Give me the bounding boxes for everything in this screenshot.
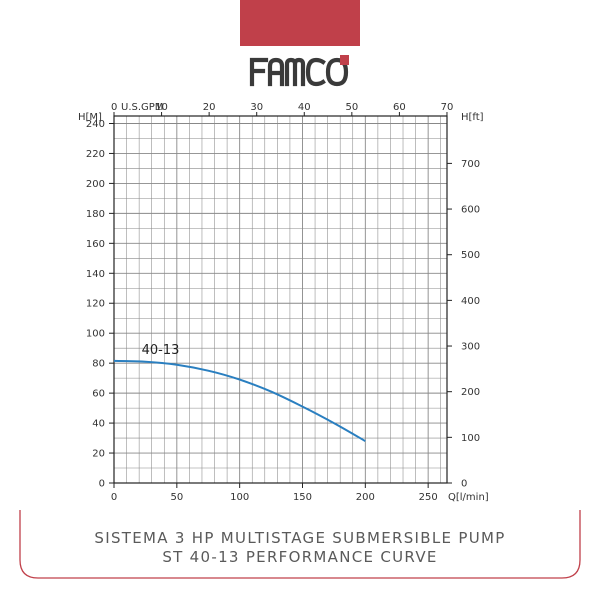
right-tick-label: 400 xyxy=(461,296,480,307)
top-axis-label: U.S.GPM xyxy=(121,102,163,113)
brand-accent-rect xyxy=(240,0,360,46)
label-layer: 40-13 xyxy=(142,343,180,358)
series-line-40-13 xyxy=(113,359,366,442)
x-tick-label: 100 xyxy=(230,492,249,503)
grid-layer xyxy=(114,116,447,483)
y-tick-label: 180 xyxy=(86,209,105,220)
top-tick-label: 0 xyxy=(111,102,117,113)
plot-border xyxy=(113,115,448,484)
top-tick-label: 30 xyxy=(250,102,263,113)
top-tick-label: 10 xyxy=(155,102,168,113)
right-tick-label: 500 xyxy=(461,250,480,261)
series-layer xyxy=(113,359,366,442)
series-label: 40-13 xyxy=(142,343,180,358)
top-tick-label: 70 xyxy=(441,102,454,113)
y-tick-label: 20 xyxy=(92,449,105,460)
top-tick-label: 50 xyxy=(345,102,358,113)
y-tick-label: 100 xyxy=(86,329,105,340)
right-tick-label: 0 xyxy=(461,479,467,490)
x-axis-label: Q[l/min] xyxy=(448,492,489,503)
y-tick-label: 200 xyxy=(86,179,105,190)
top-tick-label: 40 xyxy=(298,102,311,113)
caption-line-2: ST 40-13 PERFORMANCE CURVE xyxy=(162,548,438,566)
y-tick-label: 220 xyxy=(86,149,105,160)
y-tick-label: 160 xyxy=(86,239,105,250)
y-tick-label: 60 xyxy=(92,389,105,400)
right-tick-label: 600 xyxy=(461,205,480,216)
y-tick-label: 120 xyxy=(86,299,105,310)
x-tick-label: 150 xyxy=(293,492,312,503)
x-tick-label: 250 xyxy=(419,492,438,503)
x-tick-label: 50 xyxy=(170,492,183,503)
top-tick-label: 20 xyxy=(203,102,216,113)
right-axis-label: H[ft] xyxy=(461,112,484,123)
caption-line-1: SISTEMA 3 HP MULTISTAGE SUBMERSIBLE PUMP xyxy=(94,529,506,547)
y-tick-label: 140 xyxy=(86,269,105,280)
famco-logo xyxy=(249,55,349,87)
top-tick-label: 60 xyxy=(393,102,406,113)
y-axis-label: H[M] xyxy=(78,112,102,123)
x-tick-label: 200 xyxy=(356,492,375,503)
y-tick-label: 40 xyxy=(92,419,105,430)
brand-accent-bar xyxy=(240,0,360,46)
y-tick-label: 80 xyxy=(92,359,105,370)
x-tick-label: 0 xyxy=(111,492,117,503)
right-tick-label: 100 xyxy=(461,433,480,444)
axis-layer: 0 50 100 150 200 250 Q[l/min]02040608010012014… xyxy=(78,102,489,503)
right-tick-label: 700 xyxy=(461,159,480,170)
right-tick-label: 300 xyxy=(461,342,480,353)
right-tick-label: 200 xyxy=(461,387,480,398)
y-tick-label: 0 xyxy=(99,479,105,490)
y-tick-label: 240 xyxy=(86,119,105,130)
